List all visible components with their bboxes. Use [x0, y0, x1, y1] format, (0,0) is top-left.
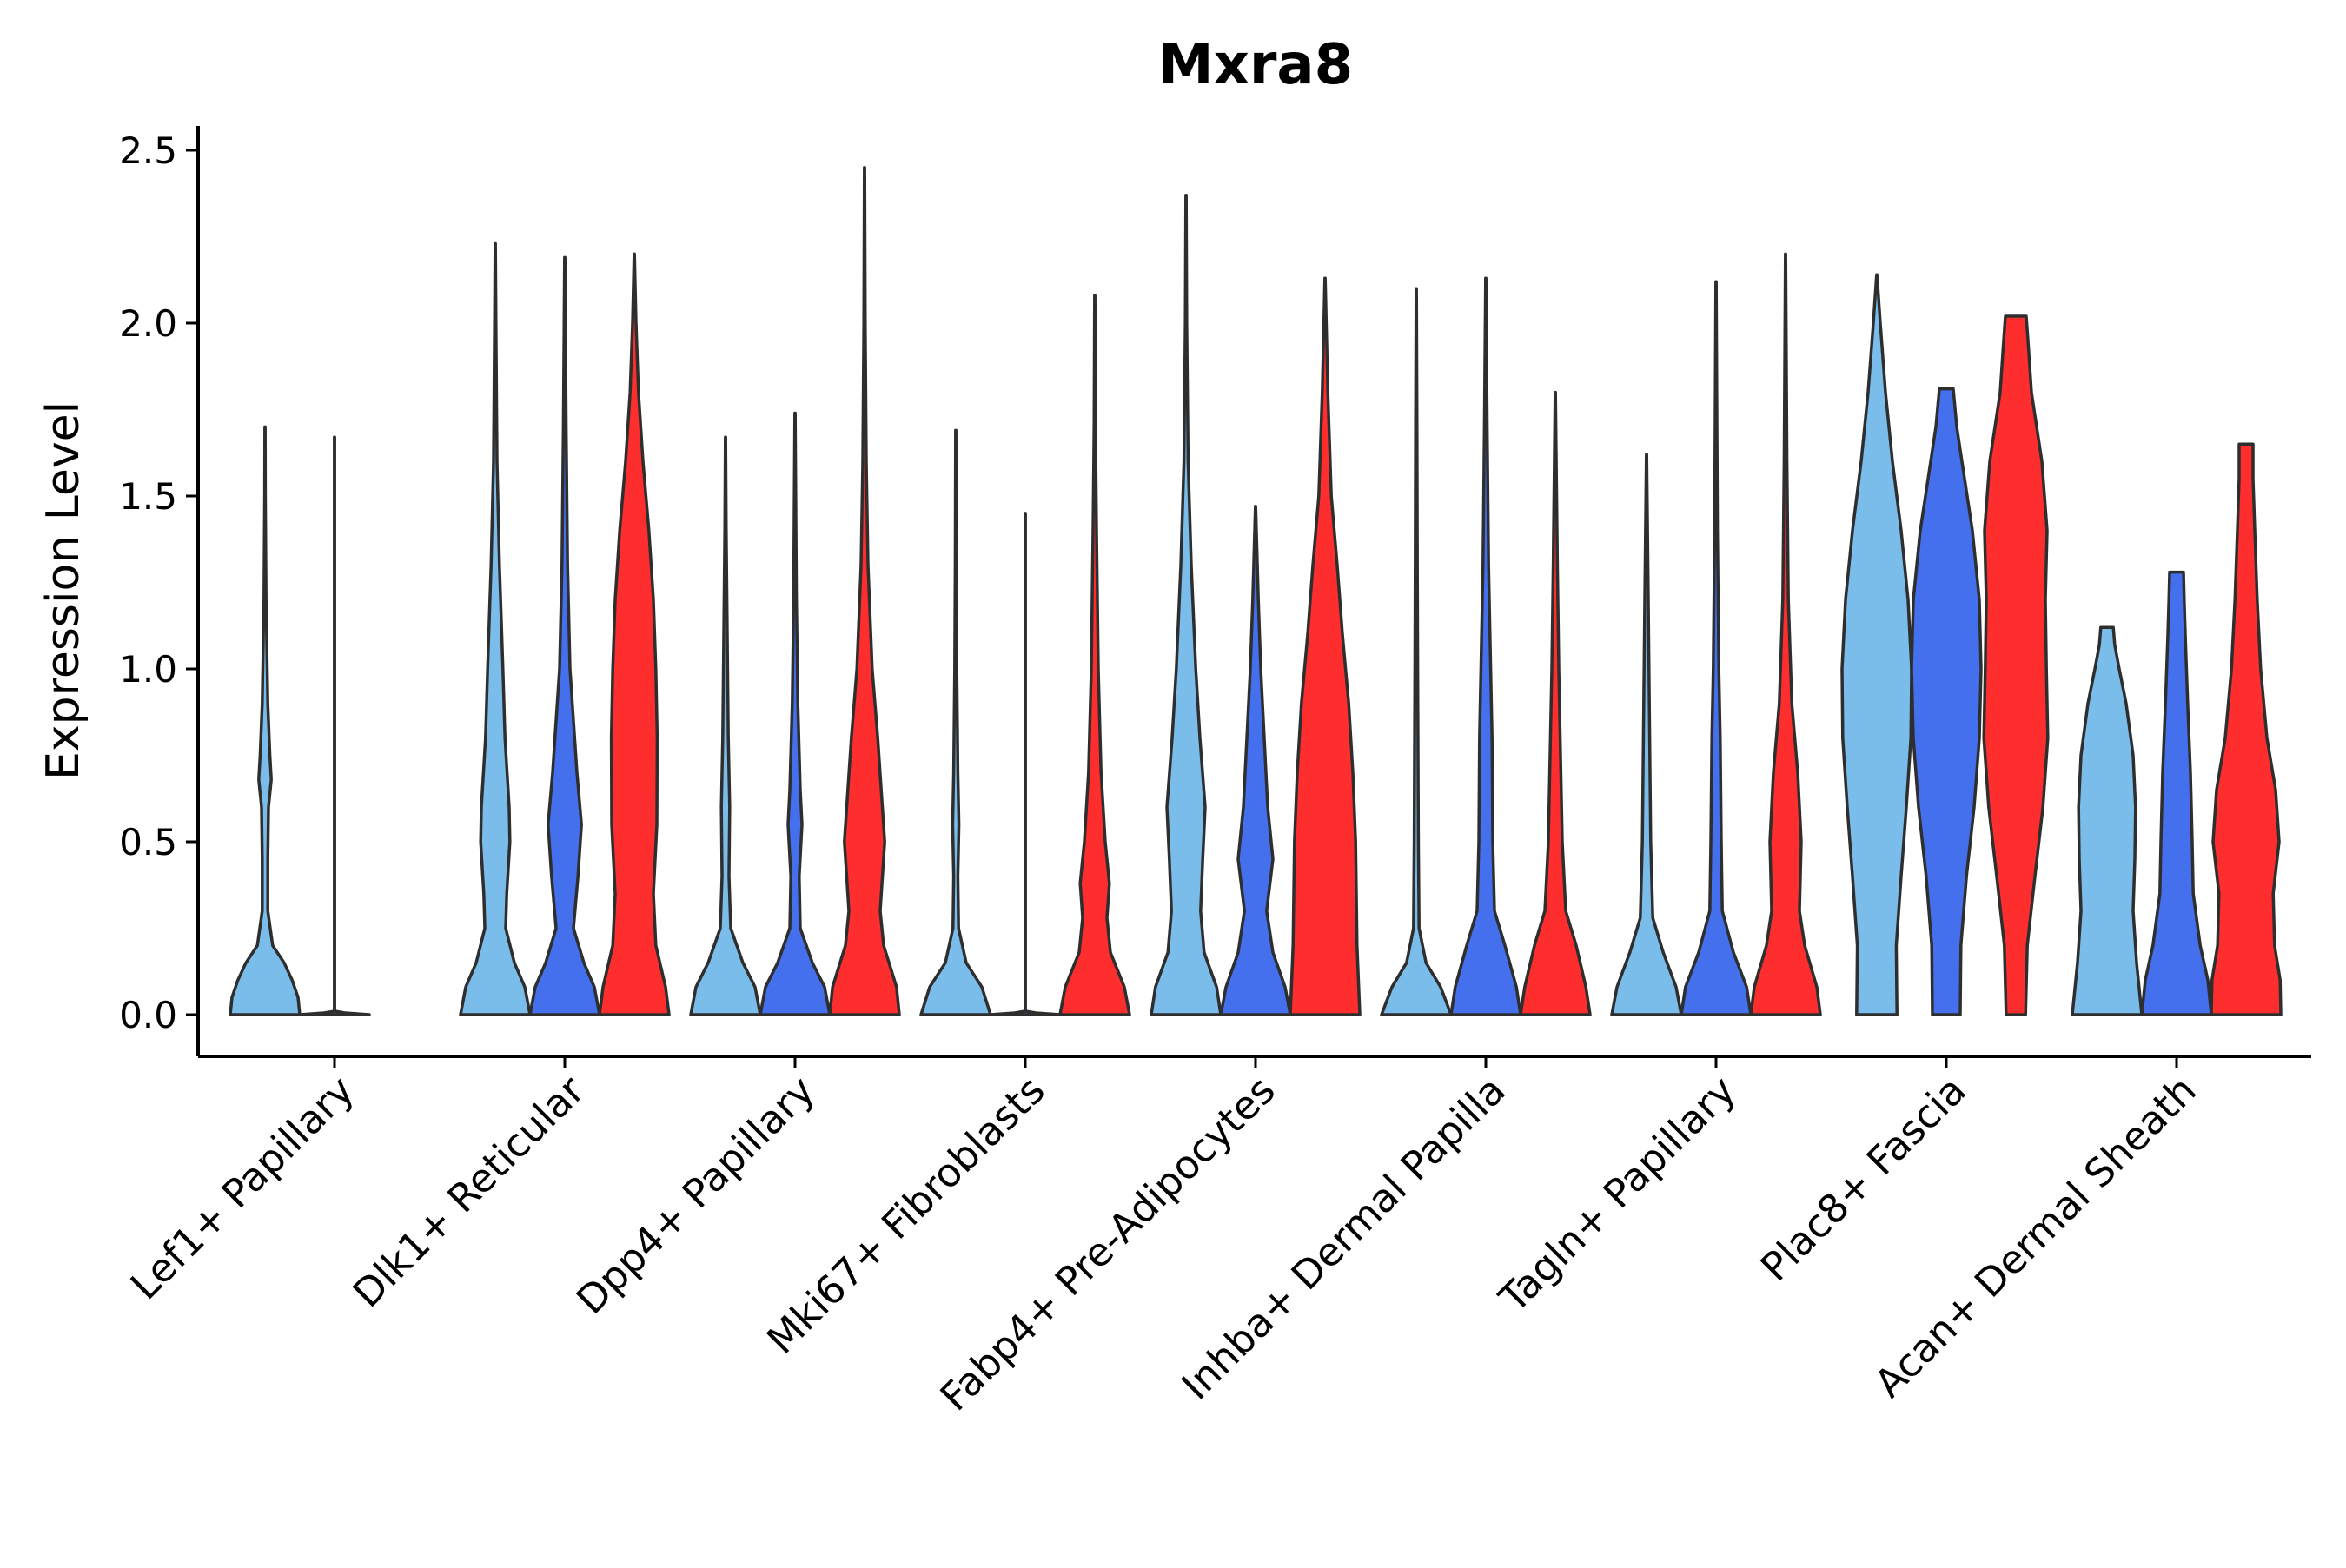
violin-fabp4-pre-adipocytes-2	[1219, 505, 1292, 1016]
x-tick-label: Dpp4+ Papillary	[567, 1067, 824, 1323]
violin-inhba-dermal-papilla-1	[1380, 287, 1453, 1016]
x-tick-label: Tagln+ Papillary	[1490, 1067, 1745, 1321]
y-tick-label: 2.0	[119, 302, 177, 345]
violin-inhba-dermal-papilla-2	[1449, 276, 1522, 1016]
violin-inhba-dermal-papilla-3	[1519, 390, 1592, 1016]
violin-dpp4-papillary-1	[689, 435, 762, 1016]
y-tick-label: 1.0	[119, 648, 177, 691]
violin-plac8-fascia-2	[1910, 387, 1983, 1016]
violin-fabp4-pre-adipocytes-1	[1150, 193, 1223, 1016]
chart-title: Mxra8	[1158, 33, 1353, 97]
y-tick-label: 1.5	[119, 475, 177, 518]
violin-lef1-papillary-1	[229, 425, 302, 1016]
violin-fabp4-pre-adipocytes-3	[1289, 276, 1362, 1016]
violins	[229, 166, 2283, 1016]
violin-acan-dermal-sheath-2	[2140, 570, 2213, 1016]
x-tick-label: Dlk1+ Reticular	[344, 1067, 593, 1316]
x-tick-label: Lef1+ Papillary	[122, 1067, 363, 1308]
violin-dlk1-reticular-2	[528, 255, 601, 1016]
violin-plac8-fascia-1	[1840, 273, 1913, 1016]
violin-lef1-papillary-2	[298, 435, 371, 1016]
violin-mki67-fibroblasts-2	[989, 512, 1062, 1016]
violin-tagln-papillary-3	[1749, 252, 1822, 1016]
y-axis-label: Expression Level	[37, 401, 89, 780]
violin-mki67-fibroblasts-1	[919, 428, 992, 1016]
y-tick-label: 2.5	[119, 129, 177, 172]
violin-tagln-papillary-1	[1610, 453, 1683, 1016]
x-tick-label: Plac8+ Fascia	[1752, 1067, 1975, 1290]
violin-dlk1-reticular-1	[459, 241, 532, 1016]
violin-tagln-papillary-2	[1680, 280, 1753, 1016]
violin-acan-dermal-sheath-3	[2210, 442, 2283, 1016]
violin-dpp4-papillary-2	[759, 411, 832, 1016]
violin-plac8-fascia-3	[1982, 314, 2050, 1016]
y-tick-label: 0.0	[119, 994, 177, 1036]
violin-mki67-fibroblasts-3	[1058, 294, 1131, 1016]
y-tick-label: 0.5	[119, 821, 177, 863]
violin-acan-dermal-sheath-1	[2071, 625, 2144, 1016]
violin-dpp4-papillary-3	[828, 166, 901, 1016]
violin-dlk1-reticular-3	[598, 252, 671, 1016]
